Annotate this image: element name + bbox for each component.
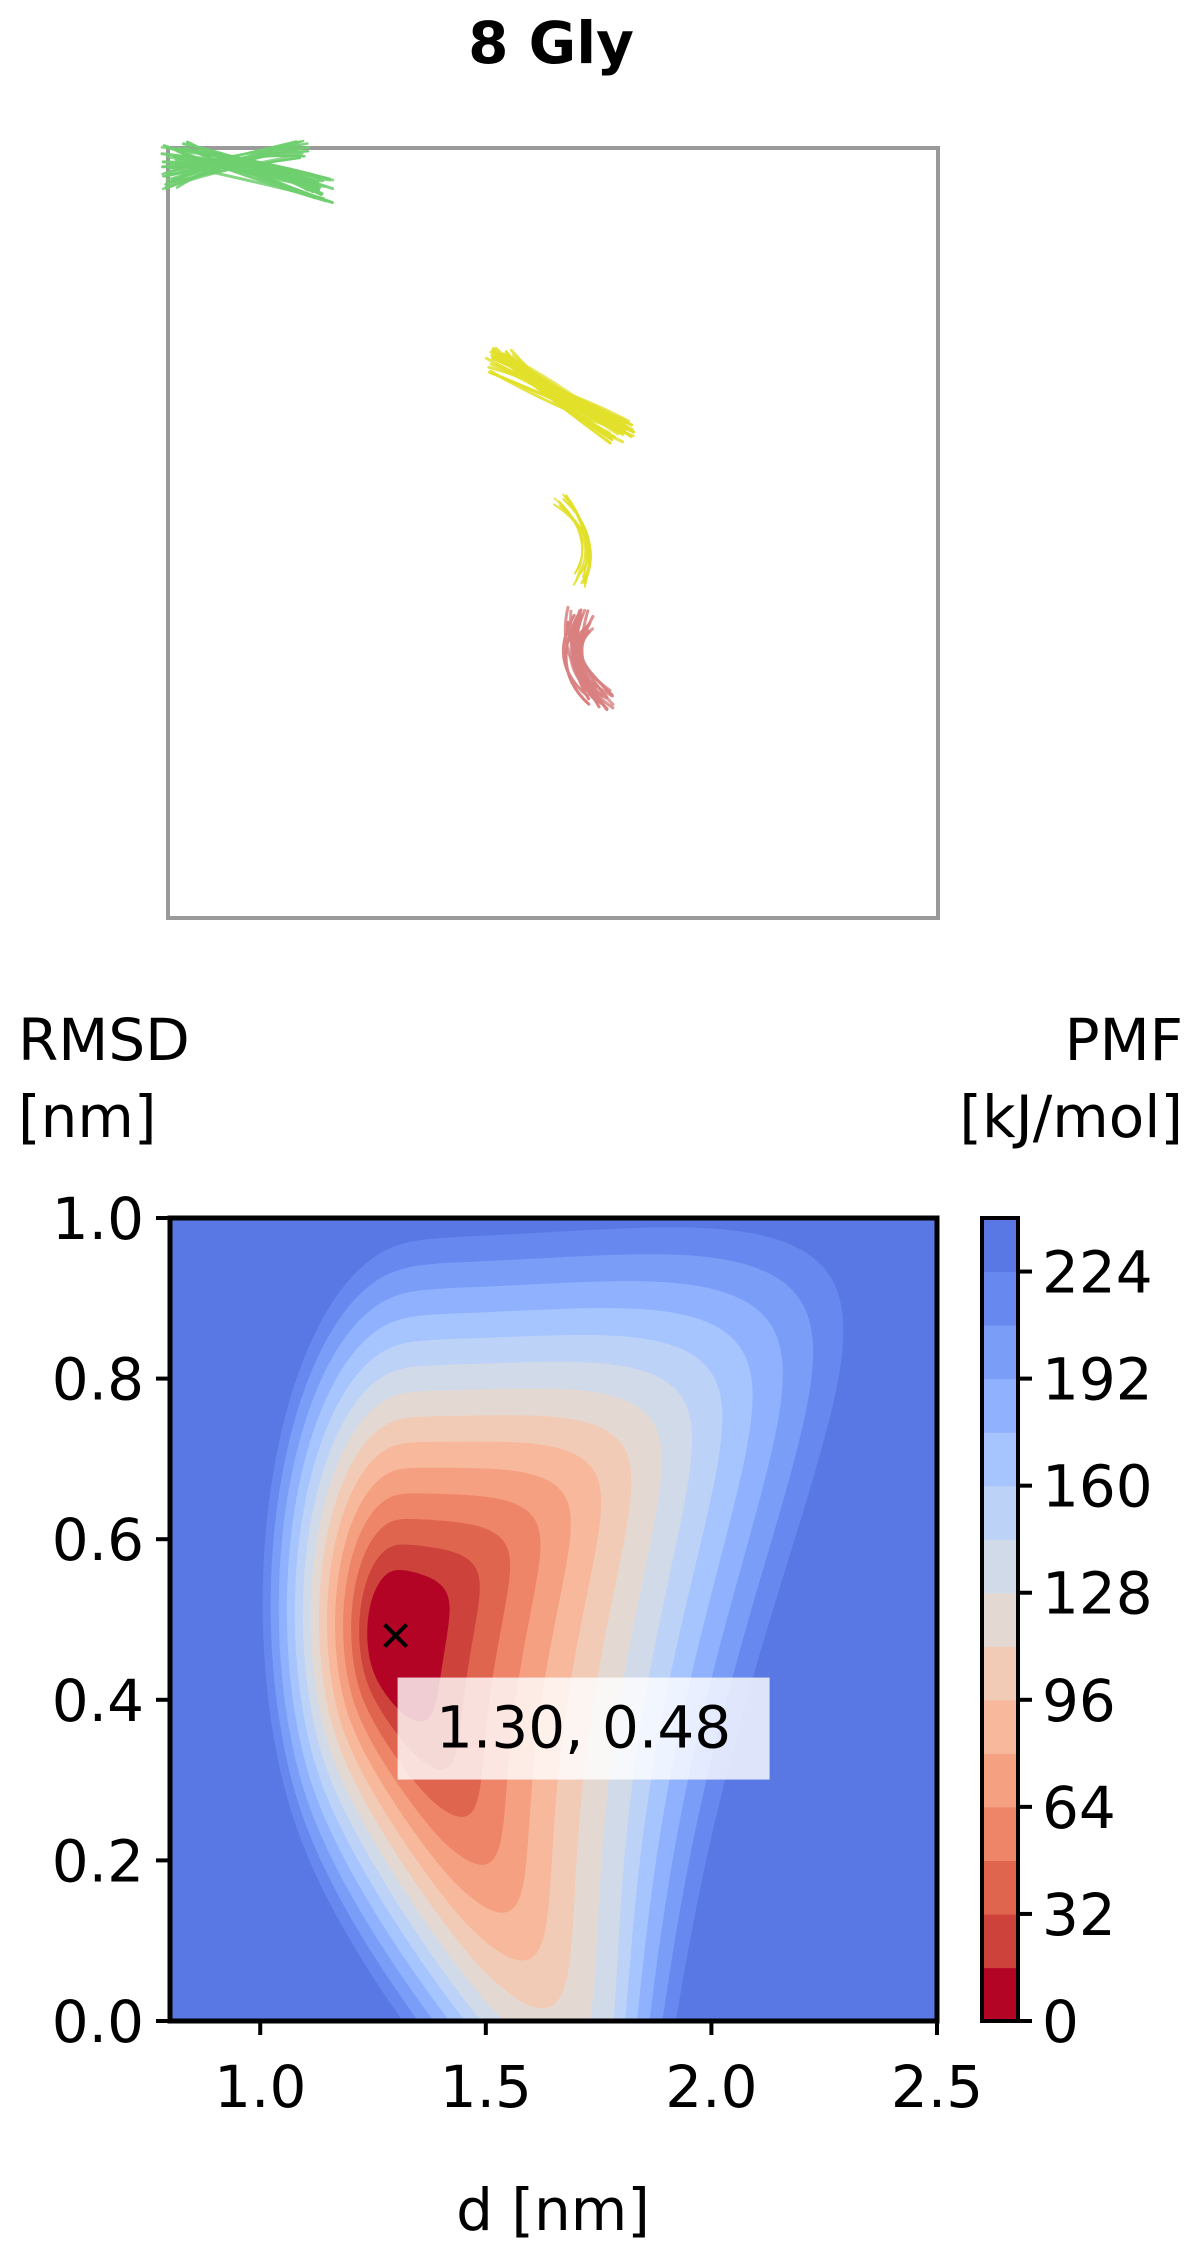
- colorbar-label-line1: PMF: [1065, 1006, 1183, 1074]
- minimum-annotation-box: [397, 1677, 770, 1780]
- y-tick-label: 0.0: [52, 1988, 144, 2056]
- colorbar-level: [982, 1378, 1018, 1433]
- yellow-chain-strands: [553, 493, 592, 588]
- colorbar-level: [982, 1271, 1018, 1326]
- colorbar-tick-label: 224: [1042, 1239, 1153, 1307]
- y-tick-label: 0.4: [52, 1667, 144, 1735]
- colorbar: 0 32 64 96 128 160 192 224: [980, 1216, 1153, 2056]
- colorbar-tick-label: 192: [1042, 1346, 1153, 1414]
- x-axis: 1.0 1.5 2.0 2.5: [214, 2021, 983, 2121]
- colorbar-level: [982, 1485, 1018, 1540]
- structure-frame: [166, 146, 940, 920]
- x-tick-label: 2.5: [891, 2053, 983, 2121]
- colorbar-level: [982, 1539, 1018, 1594]
- x-tick-label: 1.0: [214, 2053, 306, 2121]
- protein-render: [160, 139, 636, 712]
- colorbar-tick-label: 160: [1042, 1453, 1153, 1521]
- x-tick-label: 2.0: [665, 2053, 757, 2121]
- colorbar-level: [982, 1592, 1018, 1647]
- y-axis: 0.0 0.2 0.4 0.6 0.8 1.0: [52, 1185, 170, 2056]
- colorbar-level: [982, 1646, 1018, 1701]
- x-axis-label: d [nm]: [456, 2176, 650, 2242]
- colorbar-level: [982, 1806, 1018, 1861]
- colorbar-level: [982, 1218, 1018, 1273]
- y-tick-label: 1.0: [52, 1185, 144, 1253]
- colorbar-frame: [980, 1216, 1020, 2023]
- colorbar-level: [982, 1325, 1018, 1380]
- colorbar-level: [982, 1967, 1018, 2022]
- y-tick-label: 0.2: [52, 1827, 144, 1895]
- minimum-annotation-label: 1.30, 0.48: [436, 1694, 731, 1762]
- minimum-marker: [383, 1623, 409, 1648]
- pink-chain-strands: [561, 605, 615, 712]
- plot-frame: [167, 1215, 940, 2024]
- figure-title: 8 Gly: [468, 9, 634, 77]
- colorbar-level: [982, 1860, 1018, 1915]
- green-chain-strands: [161, 139, 311, 191]
- colorbar-level: [982, 1432, 1018, 1487]
- y-axis-label-line1: RMSD: [18, 1006, 190, 1074]
- colorbar-level: [982, 1699, 1018, 1754]
- pmf-contour-plot: 1.30, 0.48: [167, 1215, 940, 2024]
- colorbar-tick-label: 32: [1042, 1881, 1116, 1949]
- x-tick-label: 1.5: [440, 2053, 532, 2121]
- colorbar-tick-label: 0: [1042, 1988, 1079, 2056]
- yellow-chain-strands: [484, 346, 636, 445]
- colorbar-level: [982, 1913, 1018, 1969]
- colorbar-tick-label: 128: [1042, 1560, 1153, 1628]
- colorbar-tick-label: 96: [1042, 1667, 1116, 1735]
- structure-panel: [160, 139, 940, 920]
- y-tick-label: 0.6: [52, 1506, 144, 1574]
- colorbar-level: [982, 1753, 1018, 1808]
- colorbar-tick-label: 64: [1042, 1774, 1116, 1842]
- y-axis-label-line2: [nm]: [18, 1083, 157, 1151]
- colorbar-label-line2: [kJ/mol]: [959, 1083, 1183, 1151]
- y-tick-label: 0.8: [52, 1346, 144, 1414]
